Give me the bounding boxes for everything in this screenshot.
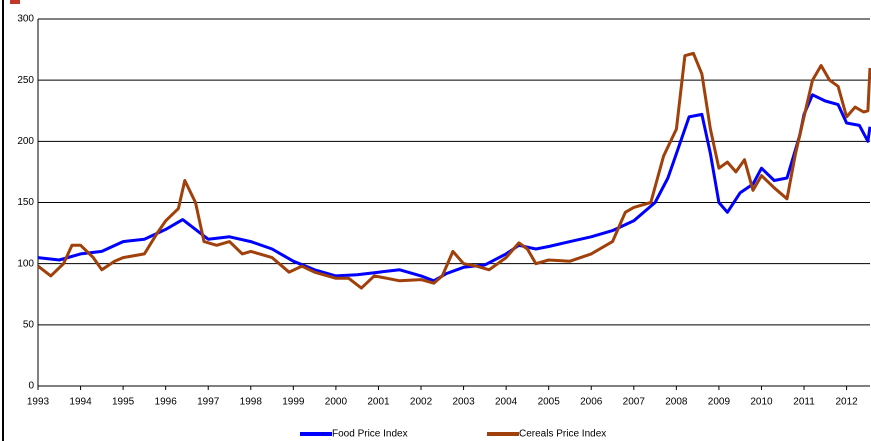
x-tick-label: 1997 xyxy=(197,397,220,408)
x-tick-label: 2008 xyxy=(665,397,688,408)
x-tick-label: 2012 xyxy=(835,397,858,408)
x-tick-label: 1993 xyxy=(27,397,50,408)
series-line xyxy=(37,51,871,290)
series-line xyxy=(37,93,871,283)
decoration xyxy=(10,0,20,4)
y-tick-label: 0 xyxy=(28,381,34,392)
x-tick-label: 2004 xyxy=(495,397,518,408)
legend-label: Food Price Index xyxy=(332,429,408,440)
y-tick-label: 300 xyxy=(17,14,34,25)
x-tick-label: 2005 xyxy=(538,397,561,408)
x-tick-label: 1996 xyxy=(155,397,178,408)
y-tick-label: 200 xyxy=(17,136,34,147)
y-tick-label: 50 xyxy=(23,319,35,330)
x-tick-label: 2006 xyxy=(580,397,603,408)
x-tick-label: 2011 xyxy=(793,397,815,408)
y-tick-label: 100 xyxy=(17,258,34,269)
x-tick-label: 1995 xyxy=(112,397,135,408)
x-tick-label: 2002 xyxy=(410,397,433,408)
x-tick-label: 1994 xyxy=(69,397,92,408)
y-tick-label: 150 xyxy=(17,197,34,208)
x-tick-label: 1998 xyxy=(240,397,263,408)
x-tick-label: 2000 xyxy=(325,397,348,408)
x-tick-label: 2010 xyxy=(750,397,773,408)
x-tick-label: 2001 xyxy=(367,397,390,408)
x-tick-label: 2003 xyxy=(452,397,475,408)
legend-label: Cereals Price Index xyxy=(519,429,606,440)
x-tick-label: 2009 xyxy=(708,397,731,408)
x-tick-label: 1999 xyxy=(282,397,305,408)
y-tick-label: 250 xyxy=(17,75,34,86)
x-tick-label: 2007 xyxy=(623,397,646,408)
